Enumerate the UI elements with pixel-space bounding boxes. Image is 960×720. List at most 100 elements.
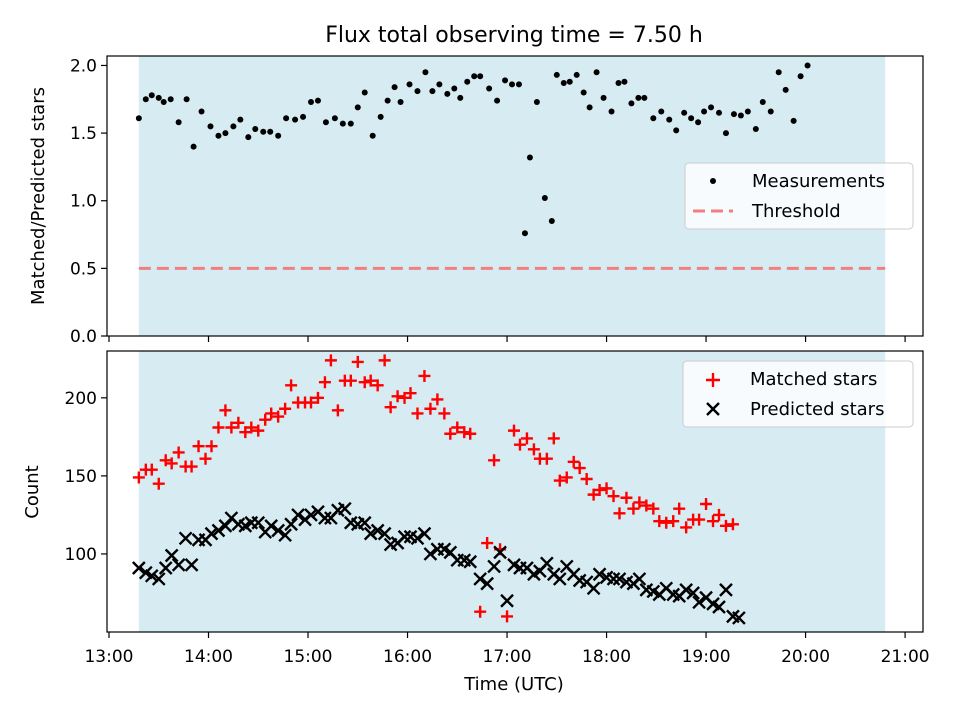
predicted-star-point-23 [284, 517, 298, 532]
measurement-point-78 [701, 108, 708, 115]
chart-title: Flux total observing time = 7.50 h [325, 23, 703, 48]
matched-star-point-65 [567, 455, 580, 468]
measurement-point-0 [135, 115, 142, 122]
matched-star-point-46 [438, 407, 451, 420]
bottom-ytick-label-1: 150 [65, 467, 97, 487]
measurement-point-12 [222, 130, 229, 137]
predicted-star-point-13 [218, 518, 233, 533]
xtick-label-1: 14:00 [184, 647, 233, 667]
measurement-point-68 [628, 100, 635, 107]
predicted-star-point-71 [606, 572, 621, 586]
predicted-star-point-6 [171, 558, 186, 572]
matched-star-point-32 [344, 374, 357, 387]
bottom-ytick-label-0: 100 [65, 545, 97, 565]
measurement-point-25 [322, 119, 329, 126]
measurement-point-57 [553, 71, 560, 78]
top-ytick-label-0: 0.0 [70, 327, 97, 347]
predicted-star-point-3 [151, 572, 166, 586]
matched-star-point-67 [580, 473, 593, 486]
measurement-point-62 [586, 104, 593, 111]
measurement-point-77 [695, 119, 702, 126]
predicted-star-point-20 [264, 518, 279, 533]
measurement-point-46 [477, 73, 484, 80]
measurement-point-35 [397, 98, 404, 105]
matched-star-point-50 [464, 427, 477, 440]
measurement-point-90 [790, 117, 797, 124]
matched-star-point-48 [451, 421, 464, 434]
predicted-star-point-44 [423, 547, 438, 561]
matched-star-point-85 [700, 497, 713, 510]
bottom-legend: Matched stars Predicted stars [682, 360, 914, 428]
measurement-point-53 [526, 154, 533, 161]
predicted-star-point-37 [377, 526, 392, 541]
predicted-star-point-54 [493, 545, 507, 560]
xtick-label-4: 17:00 [483, 647, 532, 667]
measurement-point-69 [635, 94, 642, 101]
matched-star-point-66 [573, 462, 586, 475]
measurement-point-36 [406, 81, 413, 88]
matched-star-point-18 [252, 424, 265, 437]
predicted-star-point-53 [487, 559, 501, 574]
predicted-star-point-34 [357, 515, 372, 530]
predicted-star-point-21 [271, 523, 286, 538]
measurement-point-21 [292, 116, 299, 123]
matched-star-point-39 [391, 390, 404, 403]
measurement-point-4 [160, 98, 167, 105]
measurement-point-42 [451, 85, 458, 92]
measurement-point-32 [377, 113, 384, 120]
matched-star-point-59 [527, 443, 540, 456]
measurement-point-10 [207, 123, 214, 130]
predicted-star-point-72 [612, 572, 627, 586]
bottom-axes-frame [106, 350, 924, 633]
predicted-star-point-24 [291, 508, 305, 522]
bottom-y-axis-ticks: 100 150 200 [65, 389, 107, 565]
measurement-point-64 [600, 94, 607, 101]
measurement-point-23 [308, 98, 314, 105]
top-legend-box [684, 162, 914, 230]
predicted-star-point-5 [164, 548, 179, 563]
measurement-point-71 [650, 115, 657, 122]
predicted-star-point-61 [539, 556, 554, 571]
measurement-point-19 [275, 132, 282, 139]
predicted-star-point-69 [592, 567, 607, 582]
matched-star-point-5 [165, 457, 178, 470]
matched-star-point-6 [172, 446, 185, 459]
measurement-point-31 [369, 132, 376, 139]
measurement-point-59 [566, 78, 573, 85]
xtick-label-6: 19:00 [682, 647, 731, 667]
matched-star-point-51 [474, 605, 487, 618]
predicted-star-point-63 [552, 572, 567, 586]
measurement-point-79 [708, 104, 715, 111]
top-y-axis-label: Matched/Predicted stars [28, 87, 49, 305]
bottom-x-axis-ticks: 13:00 14:00 15:00 16:00 17:00 18:00 19:00 20:00… [84, 632, 930, 667]
matched-star-point-12 [212, 421, 225, 434]
predicted-star-point-40 [397, 529, 412, 544]
matched-star-point-49 [458, 426, 471, 439]
predicted-star-point-28 [318, 511, 332, 525]
matched-star-point-11 [205, 440, 218, 453]
matched-star-point-87 [713, 508, 725, 521]
measurement-point-40 [436, 81, 443, 88]
measurement-point-22 [300, 113, 307, 120]
measurement-point-91 [797, 73, 804, 80]
measurement-point-88 [775, 69, 782, 76]
predicted-star-point-84 [692, 595, 706, 610]
measurement-point-17 [260, 128, 267, 135]
predicted-star-point-51 [473, 572, 488, 586]
measurement-point-67 [621, 78, 628, 85]
matched-star-point-89 [726, 518, 739, 531]
legend-measurements-label: Measurements [752, 171, 885, 192]
measurement-point-14 [237, 116, 244, 123]
measurement-point-72 [658, 108, 665, 115]
matched-star-point-20 [265, 407, 278, 420]
measurement-point-18 [267, 128, 274, 135]
measurement-point-37 [414, 88, 421, 95]
predicted-star-point-55 [500, 593, 514, 608]
measurement-point-92 [804, 62, 811, 69]
measurement-point-56 [548, 218, 555, 225]
matched-star-point-17 [245, 421, 258, 434]
matched-star-point-72 [613, 507, 626, 520]
matched-star-point-63 [553, 474, 566, 487]
matched-star-point-73 [620, 491, 633, 504]
top-legend: Measurements Threshold [684, 162, 914, 230]
